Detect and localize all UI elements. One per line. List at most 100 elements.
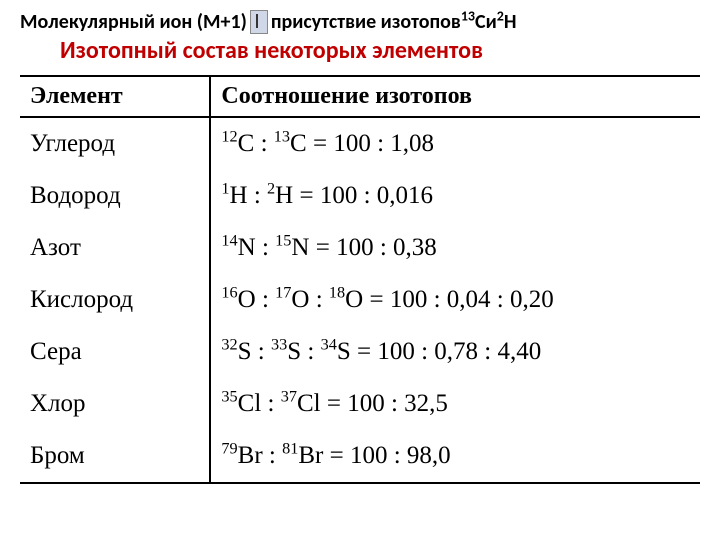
isotope-mass: 81 <box>282 440 298 458</box>
ratio-values: = 100 : 0,38 <box>309 234 436 261</box>
isotope-symbol: H <box>275 182 293 209</box>
isotope-symbol: C <box>238 130 255 157</box>
isotope: 35Cl <box>221 390 261 417</box>
isotope-separator: : <box>252 338 271 365</box>
isotope: 81Br <box>282 442 323 469</box>
ratio-values: = 100 : 32,5 <box>321 390 448 417</box>
title1-part2: присутствие изотопов <box>271 10 461 34</box>
isotope-mass: 14 <box>221 232 237 250</box>
header-element: Элемент <box>20 76 210 117</box>
title1-iso1-mass: 13 <box>461 7 475 24</box>
isotope-symbol: O <box>238 286 256 313</box>
isotope-mass: 18 <box>329 284 345 302</box>
isotope: 33S <box>271 338 301 365</box>
isotope: 12C <box>221 130 254 157</box>
isotope-separator: : <box>254 130 273 157</box>
title1-part1: Молекулярный ион (М+1) <box>20 10 247 34</box>
table-header-row: Элемент Соотношение изотопов <box>20 76 700 117</box>
isotope-mass: 32 <box>221 336 237 354</box>
title-line-2: Изотопный состав некоторых элементов <box>20 36 700 65</box>
ratio-values: = 100 : 0,78 : 4,40 <box>351 338 542 365</box>
table-row: Сера32S : 33S : 34S = 100 : 0,78 : 4,40 <box>20 326 700 378</box>
table-row: Азот14N : 15N = 100 : 0,38 <box>20 222 700 274</box>
isotope-mass: 37 <box>281 388 297 406</box>
cell-ratio: 35Cl : 37Cl = 100 : 32,5 <box>210 378 700 430</box>
isotope-symbol: N <box>238 234 256 261</box>
isotope-symbol: H <box>230 182 248 209</box>
isotope-mass: 79 <box>221 440 237 458</box>
isotope-symbol: S <box>287 338 301 365</box>
cell-element: Водород <box>20 170 210 222</box>
isotope: 18O <box>329 286 363 313</box>
isotope-symbol: S <box>238 338 252 365</box>
table-row: Водород1H : 2H = 100 : 0,016 <box>20 170 700 222</box>
table-row: Кислород16O : 17O : 18O = 100 : 0,04 : 0… <box>20 274 700 326</box>
isotope-mass: 16 <box>221 284 237 302</box>
isotope-symbol: C <box>290 130 307 157</box>
title1-iso1-sym: С <box>475 10 486 34</box>
isotope-symbol: Cl <box>238 390 262 417</box>
cell-ratio: 12C : 13C = 100 : 1,08 <box>210 117 700 170</box>
table-row: Бром79Br : 81Br = 100 : 98,0 <box>20 430 700 483</box>
ratio-values: = 100 : 0,04 : 0,20 <box>363 286 554 313</box>
isotope: 1H <box>221 182 247 209</box>
isotope-separator: : <box>263 442 282 469</box>
cell-element: Хлор <box>20 378 210 430</box>
isotope-symbol: O <box>345 286 363 313</box>
isotope-symbol: N <box>291 234 309 261</box>
table-row: Углерод12C : 13C = 100 : 1,08 <box>20 117 700 170</box>
ratio-values: = 100 : 1,08 <box>307 130 434 157</box>
isotope-separator: : <box>309 286 328 313</box>
isotope-symbol: Br <box>298 442 323 469</box>
isotope-mass: 13 <box>274 128 290 146</box>
header-ratio: Соотношение изотопов <box>210 76 700 117</box>
isotope-table: Элемент Соотношение изотопов Углерод12C … <box>20 75 700 484</box>
title1-iso2: 2Н <box>497 10 517 34</box>
cell-element: Азот <box>20 222 210 274</box>
isotope: 32S <box>221 338 251 365</box>
title1-iso1: 13С <box>461 10 486 34</box>
isotope-symbol: Cl <box>297 390 321 417</box>
cell-ratio: 1H : 2H = 100 : 0,016 <box>210 170 700 222</box>
isotope-separator: : <box>256 286 275 313</box>
isotope: 2H <box>267 182 293 209</box>
isotope-mass: 34 <box>321 336 337 354</box>
isotope: 14N <box>221 234 255 261</box>
isotope-mass: 2 <box>267 180 275 198</box>
cell-element: Сера <box>20 326 210 378</box>
isotope: 17O <box>275 286 309 313</box>
isotope: 15N <box>275 234 309 261</box>
title1-and: и <box>486 10 497 34</box>
cursor-icon <box>250 10 268 34</box>
isotope-separator: : <box>248 182 267 209</box>
isotope-mass: 35 <box>221 388 237 406</box>
isotope-separator: : <box>256 234 275 261</box>
cell-ratio: 16O : 17O : 18O = 100 : 0,04 : 0,20 <box>210 274 700 326</box>
title-line-1: Молекулярный ион (М+1) присутствие изото… <box>20 10 700 34</box>
ratio-values: = 100 : 98,0 <box>323 442 450 469</box>
isotope-symbol: Br <box>238 442 263 469</box>
cell-element: Углерод <box>20 117 210 170</box>
isotope-separator: : <box>301 338 320 365</box>
cell-ratio: 79Br : 81Br = 100 : 98,0 <box>210 430 700 483</box>
isotope: 37Cl <box>281 390 321 417</box>
isotope-mass: 33 <box>271 336 287 354</box>
isotope-mass: 17 <box>275 284 291 302</box>
cell-ratio: 32S : 33S : 34S = 100 : 0,78 : 4,40 <box>210 326 700 378</box>
title1-iso2-mass: 2 <box>497 7 504 24</box>
table-row: Хлор35Cl : 37Cl = 100 : 32,5 <box>20 378 700 430</box>
isotope-mass: 12 <box>221 128 237 146</box>
isotope-symbol: S <box>337 338 351 365</box>
isotope-separator: : <box>261 390 280 417</box>
isotope: 34S <box>321 338 351 365</box>
cell-element: Бром <box>20 430 210 483</box>
ratio-values: = 100 : 0,016 <box>293 182 433 209</box>
isotope: 79Br <box>221 442 262 469</box>
isotope-symbol: O <box>291 286 309 313</box>
title1-iso2-sym: Н <box>504 10 517 34</box>
isotope-mass: 1 <box>221 180 229 198</box>
slide-container: Молекулярный ион (М+1) присутствие изото… <box>0 0 720 494</box>
cell-ratio: 14N : 15N = 100 : 0,38 <box>210 222 700 274</box>
isotope: 16O <box>221 286 255 313</box>
isotope-mass: 15 <box>275 232 291 250</box>
